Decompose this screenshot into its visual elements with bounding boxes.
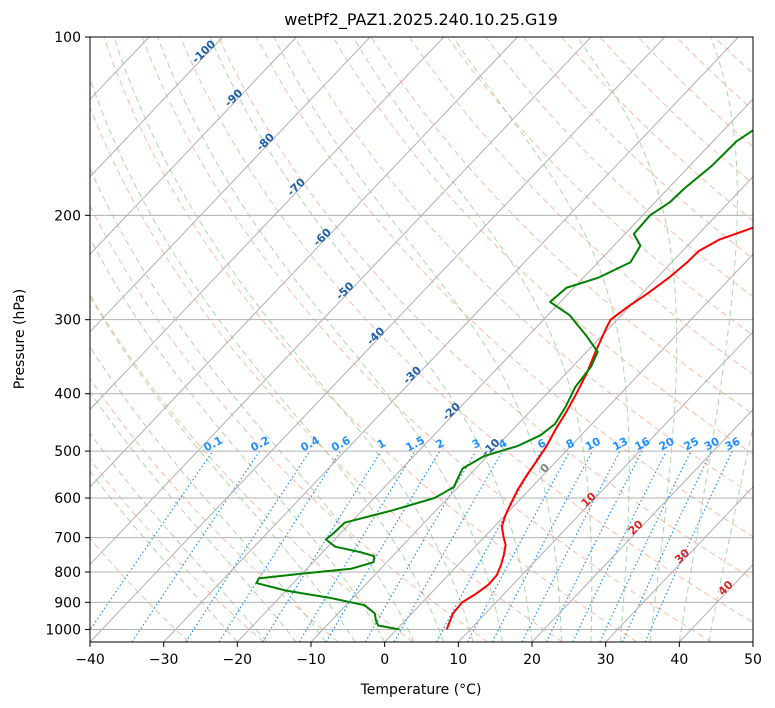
x-tick-label: −20 [223, 652, 253, 668]
moist-adiabat-line [90, 391, 297, 642]
mixing-ratio-label: 25 [682, 435, 702, 454]
mixing-ratio-label: 10 [583, 435, 603, 454]
mixing-ratio-line [393, 450, 504, 642]
x-tick-label: 50 [744, 652, 762, 668]
mixing-ratio-label: 36 [723, 435, 743, 454]
y-tick-label: 300 [54, 313, 81, 329]
isotherm-line [605, 486, 753, 642]
moist-adiabat-line [352, 37, 593, 642]
y-tick-label: 900 [54, 595, 81, 611]
moist-adiabat-line [678, 37, 738, 642]
y-tick-label: 800 [54, 565, 81, 581]
mixing-ratio-line [262, 450, 382, 642]
x-tick-label: 10 [449, 652, 467, 668]
mixing-ratio-label: 20 [657, 435, 677, 454]
isotherm-line [90, 37, 518, 488]
dry-adiabat-line [217, 37, 753, 580]
y-tick-label: 400 [54, 387, 81, 403]
dry-adiabat-line [408, 37, 753, 375]
y-tick-label: 200 [54, 208, 81, 224]
mixing-ratio-label: 16 [633, 435, 653, 454]
mixing-ratio-line [90, 450, 214, 631]
dry-adiabat-line [90, 204, 488, 642]
dry-adiabat-line [90, 458, 264, 642]
x-tick-label: 0 [380, 652, 389, 668]
dry-adiabat-line [294, 37, 753, 496]
dry-adiabat-line [179, 37, 753, 623]
mixing-ratio-line [466, 450, 571, 642]
isotherm-line [90, 37, 224, 178]
isotherm-line [90, 37, 297, 256]
y-tick-label: 700 [54, 531, 81, 547]
mixing-ratio-line [185, 450, 311, 642]
y-tick-label: 100 [54, 30, 81, 46]
mixing-ratio-line [545, 450, 643, 642]
dewpoint-profile-line [255, 129, 753, 631]
dry-adiabat-line [141, 37, 712, 642]
moist-adiabat-line [708, 425, 753, 642]
dry-adiabat-line [370, 37, 753, 415]
moist-adiabat-line [273, 37, 562, 642]
moist-adiabat-line [90, 237, 386, 642]
moist-adiabat-line [90, 345, 327, 642]
profile-series [255, 129, 753, 631]
isotherm-line [90, 37, 592, 566]
isotherm-line [531, 408, 753, 642]
moist-adiabat-line [90, 470, 238, 642]
mixing-ratio-label: 30 [702, 435, 722, 454]
isotherm-line [457, 331, 753, 642]
x-tick-label: 20 [523, 652, 541, 668]
isotherm-grid [90, 37, 753, 642]
moist-adiabat-line [452, 37, 630, 642]
plot-frame [89, 36, 754, 643]
dry-adiabat-line [332, 37, 753, 455]
moist-adiabat-line [90, 77, 445, 642]
x-tick-label: −10 [296, 652, 326, 668]
mixing-ratio-line [298, 450, 416, 642]
y-tick-label: 1000 [45, 622, 81, 638]
mixing-ratio-line [435, 450, 542, 642]
isotherm-line [310, 176, 753, 642]
moist-adiabat-line [209, 37, 533, 642]
x-axis-label: Temperature (°C) [360, 682, 482, 698]
moist-adiabat-line [90, 295, 356, 642]
y-tick-label: 600 [54, 491, 81, 507]
moist-adiabat-line [113, 37, 474, 642]
x-axis: −40 −30 −20 −10 0 10 20 30 40 50 [75, 642, 762, 668]
x-tick-label: −30 [149, 652, 179, 668]
isotherm-line [90, 37, 445, 411]
y-axis-label: Pressure (hPa) [12, 289, 28, 389]
mixing-ratio-line [572, 450, 667, 642]
y-tick-label: 500 [54, 444, 81, 460]
y-axis: 100 200 300 400 500 600 700 800 900 1000 [45, 30, 90, 638]
moist-adiabat-line [90, 432, 268, 642]
isotherm-line [90, 37, 666, 642]
moist-adiabats [90, 37, 753, 642]
dry-adiabat-line [90, 537, 190, 642]
moist-adiabat-line [577, 37, 678, 642]
isotherm-line [163, 37, 739, 642]
mixing-ratio-line [218, 450, 342, 642]
dry-adiabat-line [103, 37, 638, 642]
dry-adiabat-line [446, 37, 753, 336]
isotherm-line [236, 98, 753, 642]
moist-adiabat-line [157, 37, 504, 642]
plot-area: 0.1 0.2 0.4 0.6 1 1.5 2 3 4 6 8 10 13 16 20 25 30 36-100-… [90, 37, 753, 642]
x-tick-label: 30 [597, 652, 615, 668]
isotherm-line [90, 37, 371, 333]
pressure-grid [90, 37, 753, 630]
mixing-ratio-label: 13 [610, 435, 630, 454]
x-tick-label: −40 [75, 652, 105, 668]
chart-title: wetPf2_PAZ1.2025.240.10.25.G19 [284, 10, 558, 30]
isotherm-line [384, 253, 753, 642]
x-tick-label: 40 [670, 652, 688, 668]
dry-adiabat-line [90, 106, 563, 642]
